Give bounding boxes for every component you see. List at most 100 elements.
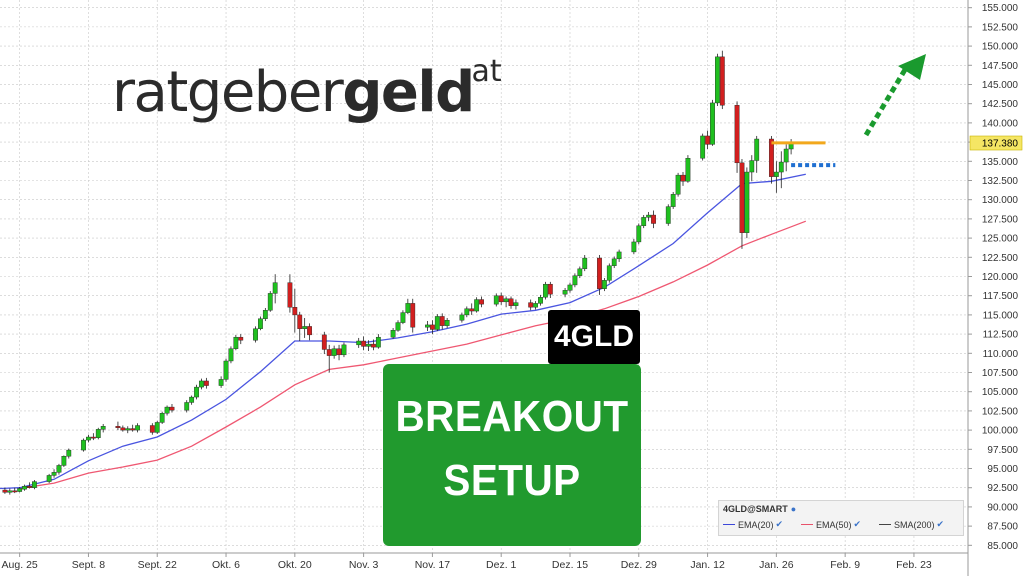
y-tick-label: 152.500: [982, 22, 1019, 33]
y-tick-label: 100.000: [982, 426, 1019, 437]
candle: [469, 303, 475, 315]
candle: [302, 317, 308, 338]
candle: [641, 215, 647, 229]
x-tick-label: Aug. 25: [2, 559, 38, 571]
candle-body: [430, 324, 435, 330]
candle: [567, 282, 573, 293]
candle: [17, 486, 23, 493]
candle-body: [533, 303, 538, 308]
y-tick-label: 150.000: [982, 42, 1019, 53]
x-tick-label: Feb. 23: [896, 559, 932, 571]
legend-label-ema20: EMA(20): [738, 519, 774, 530]
candle-body: [272, 282, 278, 294]
candle-body: [223, 360, 229, 380]
candle: [258, 316, 263, 331]
logo-part1: ratgeber: [112, 60, 344, 125]
x-tick-label: Nov. 17: [415, 559, 451, 571]
info-icon[interactable]: ●: [790, 504, 797, 514]
candle: [297, 311, 303, 342]
candle-body: [100, 426, 106, 430]
y-tick-label: 145.000: [982, 80, 1019, 91]
breakout-setup-box: BREAKOUT SETUP: [383, 364, 641, 546]
candle-body: [395, 322, 401, 331]
legend-title: 4GLD@SMART: [723, 504, 788, 514]
candle-body: [641, 217, 647, 227]
candle: [739, 158, 745, 249]
candle-body: [705, 135, 710, 145]
candle: [194, 384, 199, 400]
y-tick-label: 85.000: [987, 541, 1018, 552]
candle: [267, 291, 273, 312]
candle: [81, 438, 86, 452]
candle: [675, 172, 681, 197]
candle: [651, 210, 656, 229]
y-tick-label: 122.500: [982, 253, 1019, 264]
legend-row: EMA(20) ✔ EMA(50) ✔ SMA(200) ✔: [719, 519, 963, 531]
candle-body: [184, 402, 190, 411]
candle-body: [228, 348, 234, 362]
candle-body: [90, 436, 96, 439]
candle-body: [356, 340, 362, 346]
candle: [710, 99, 715, 146]
legend-item-ema50[interactable]: EMA(50) ✔: [801, 519, 861, 530]
candle-body: [22, 485, 27, 490]
candle-body: [665, 206, 671, 224]
candle-body: [405, 303, 411, 313]
candle-body: [115, 426, 121, 429]
candle: [773, 161, 779, 193]
candle-body: [508, 298, 514, 306]
candle: [51, 469, 57, 478]
x-tick-label: Dez. 1: [486, 559, 517, 571]
candle-body: [194, 386, 199, 398]
candle: [361, 336, 367, 351]
candle-body: [719, 56, 725, 106]
check-icon[interactable]: ✔: [853, 519, 862, 529]
candle: [582, 254, 588, 272]
candle-body: [513, 302, 519, 306]
candle-body: [361, 340, 367, 347]
candle: [66, 448, 72, 459]
candle: [616, 249, 622, 262]
candle-body: [46, 475, 52, 482]
candle: [508, 296, 514, 309]
y-tick-label: 110.000: [983, 349, 1019, 360]
candle-body: [562, 290, 568, 295]
legend-item-sma200[interactable]: SMA(200) ✔: [879, 519, 944, 530]
candle-body: [754, 138, 760, 161]
candle-body: [636, 225, 642, 243]
candle: [670, 192, 676, 209]
candle-body: [773, 171, 779, 177]
y-tick-label: 127.500: [982, 214, 1019, 225]
candle: [86, 434, 91, 443]
sma200-swatch: [879, 524, 891, 525]
y-tick-label: 90.000: [987, 502, 1018, 513]
legend-item-ema20[interactable]: EMA(20) ✔: [723, 519, 783, 530]
candle-body: [135, 425, 140, 431]
setup-line-1: BREAKOUT: [395, 392, 629, 441]
candle: [533, 301, 538, 310]
candle-body: [400, 312, 406, 323]
candle-body: [710, 102, 715, 145]
candle: [228, 346, 234, 364]
candle-body: [572, 275, 578, 286]
candle-body: [783, 148, 789, 163]
x-tick-label: Nov. 3: [349, 559, 379, 571]
candle-body: [66, 449, 72, 457]
last-price-label: 137.380: [982, 139, 1019, 150]
x-tick-label: Jan. 26: [759, 559, 794, 571]
breakout-arrow-head: [898, 54, 926, 80]
check-icon[interactable]: ✔: [775, 519, 784, 529]
candle-body: [646, 214, 652, 218]
candle-body: [2, 489, 8, 493]
candle: [218, 376, 224, 388]
candle: [272, 274, 278, 304]
candle-body: [258, 318, 263, 329]
candle: [61, 455, 67, 467]
y-tick-label: 105.000: [982, 387, 1019, 398]
candle: [646, 211, 652, 222]
candle: [356, 337, 362, 348]
candle: [405, 298, 411, 315]
candle-body: [371, 343, 376, 348]
check-icon[interactable]: ✔: [936, 519, 945, 529]
candle-body: [331, 348, 337, 356]
